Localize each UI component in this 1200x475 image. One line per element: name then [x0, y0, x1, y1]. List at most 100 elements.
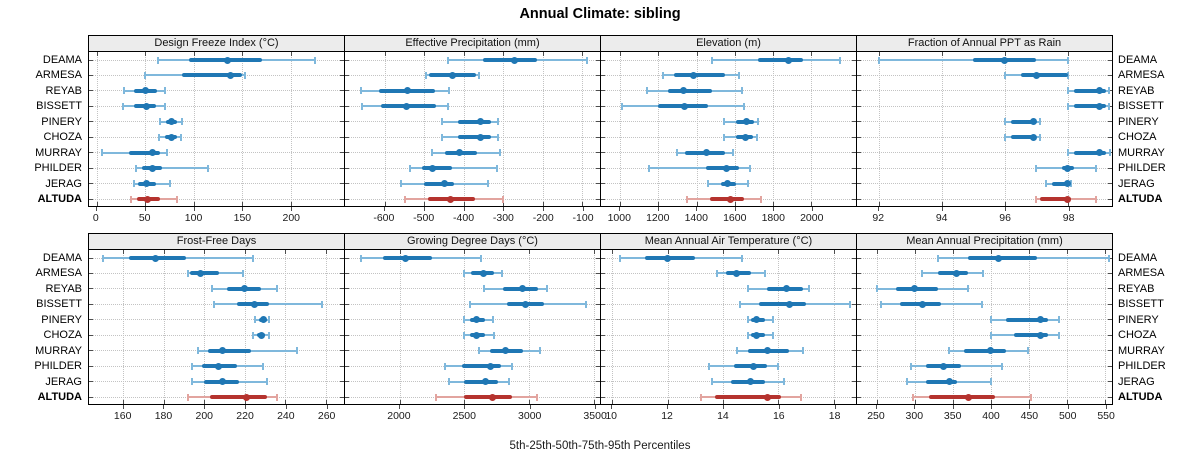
whisker-cap-95th-frost-free-days-pinery	[268, 316, 271, 324]
median-dot-mean-annual-precipitation-mm-philder	[940, 362, 948, 370]
row-tick-left	[345, 136, 349, 138]
site-label-right-pinery: PINERY	[1118, 313, 1159, 326]
gridline-horizontal	[857, 319, 1112, 321]
site-label-left-altuda: ALTUDA	[37, 193, 82, 206]
median-dot-effective-precipitation-mm-altuda	[447, 195, 455, 203]
axis-tick-outer	[722, 405, 724, 409]
whisker-cap-5th-mean-annual-air-temperature-c-altuda	[699, 393, 702, 401]
axis-tick-outer	[423, 207, 425, 211]
whisker-cap-5th-fraction-of-annual-ppt-as-rain-choza	[1003, 133, 1006, 141]
row-tick-left	[857, 59, 861, 61]
interval-25th-75th-fraction-of-annual-ppt-as-rain-choza	[1011, 135, 1037, 140]
panel-strip-growing-degree-days-c: Growing Degree Days (°C)	[344, 233, 601, 250]
whisker-cap-5th-growing-degree-days-c-jerag	[447, 378, 450, 386]
whisker-cap-95th-mean-annual-precipitation-mm-altuda	[1029, 393, 1032, 401]
interval-5th-95th-elevation-m-philder	[648, 167, 750, 170]
row-tick-left	[601, 136, 605, 138]
gridline-vertical	[620, 52, 622, 206]
whisker-cap-95th-mean-annual-precipitation-mm-pinery	[1058, 316, 1061, 324]
gridline-vertical	[952, 250, 954, 404]
whisker-cap-95th-fraction-of-annual-ppt-as-rain-armesa	[1066, 71, 1069, 79]
whisker-cap-95th-mean-annual-air-temperature-c-reyab	[807, 285, 810, 293]
axis-tick-top	[772, 52, 774, 56]
median-dot-mean-annual-precipitation-mm-bissett	[918, 300, 926, 308]
axis-tick-bottom-inner	[876, 400, 878, 404]
median-dot-effective-precipitation-mm-deama	[510, 56, 518, 64]
axis-tick-outer	[595, 405, 597, 409]
interval-25th-75th-fraction-of-annual-ppt-as-rain-murray	[1074, 150, 1106, 155]
interval-25th-75th-effective-precipitation-mm-jerag	[424, 181, 454, 186]
axis-tick-label: 550	[1097, 410, 1115, 422]
gridline-horizontal	[89, 319, 344, 321]
gridline-horizontal	[857, 74, 1112, 76]
row-tick-left	[345, 396, 349, 398]
whisker-cap-5th-growing-degree-days-c-choza	[463, 331, 466, 339]
whisker-cap-5th-mean-annual-air-temperature-c-murray	[735, 347, 738, 355]
row-tick-right	[1108, 350, 1112, 352]
median-dot-elevation-m-deama	[784, 56, 792, 64]
axis-tick-bottom-inner	[145, 202, 147, 206]
row-tick-right	[340, 121, 344, 123]
axis-tick-label: 50	[138, 212, 151, 224]
axis-tick-bottom-inner	[244, 400, 246, 404]
axis-tick-outer	[1067, 405, 1069, 409]
axis-tick-outer	[1068, 207, 1070, 211]
axis-tick-outer	[583, 207, 585, 211]
axis-tick-bottom-inner	[658, 202, 660, 206]
site-label-left-altuda: ALTUDA	[37, 391, 82, 404]
row-tick-left	[345, 257, 349, 259]
whisker-cap-5th-growing-degree-days-c-reyab	[482, 285, 485, 293]
whisker-cap-5th-frost-free-days-jerag	[191, 378, 194, 386]
axis-tick-top	[952, 250, 954, 254]
gridline-vertical	[463, 52, 465, 206]
axis-tick-bottom-inner	[952, 400, 954, 404]
whisker-cap-95th-mean-annual-air-temperature-c-armesa	[763, 269, 766, 277]
axis-design-freeze-index-c: 0 50 100 150 200	[88, 207, 345, 229]
axis-tick-label: 350	[943, 410, 962, 422]
row-tick-right	[1108, 319, 1112, 321]
axis-tick-top	[990, 250, 992, 254]
interval-25th-75th-fraction-of-annual-ppt-as-rain-pinery	[1011, 119, 1037, 124]
row-tick-right	[1108, 288, 1112, 290]
whisker-cap-5th-fraction-of-annual-ppt-as-rain-pinery	[1003, 118, 1006, 126]
gridline-horizontal	[857, 183, 1112, 185]
median-dot-fraction-of-annual-ppt-as-rain-murray	[1095, 149, 1103, 157]
site-label-left-armesa: ARMESA	[35, 267, 82, 280]
axis-tick-bottom-inner	[503, 202, 505, 206]
interval-25th-75th-frost-free-days-armesa	[190, 271, 219, 276]
axis-tick-bottom-inner	[290, 202, 292, 206]
whisker-cap-5th-design-freeze-index-c-bissett	[121, 102, 124, 110]
whisker-cap-95th-design-freeze-index-c-choza	[180, 133, 183, 141]
row-tick-right	[340, 288, 344, 290]
whisker-cap-95th-growing-degree-days-c-pinery	[491, 316, 494, 324]
gridline-vertical	[242, 52, 244, 206]
row-tick-right	[1108, 198, 1112, 200]
row-tick-left	[601, 183, 605, 185]
row-tick-left	[857, 272, 861, 274]
axis-tick-top	[244, 250, 246, 254]
site-label-left-reyab: REYAB	[45, 282, 82, 295]
axis-elevation-m: 1000 1200 1400 1600 1800 2000	[600, 207, 857, 229]
row-tick-right	[1108, 183, 1112, 185]
median-dot-design-freeze-index-c-philder	[148, 164, 156, 172]
axis-tick-outer	[667, 405, 669, 409]
row-tick-left	[857, 198, 861, 200]
site-label-left-jerag: JERAG	[45, 375, 82, 388]
row-tick-left	[601, 303, 605, 305]
median-dot-growing-degree-days-c-bissett	[521, 300, 529, 308]
site-label-left-murray: MURRAY	[35, 146, 82, 159]
row-tick-left	[345, 272, 349, 274]
axis-tick-outer	[914, 405, 916, 409]
axis-tick-top	[290, 52, 292, 56]
axis-tick-bottom-inner	[1067, 202, 1069, 206]
median-dot-mean-annual-air-temperature-c-philder	[749, 362, 757, 370]
row-tick-right	[1108, 136, 1112, 138]
median-dot-elevation-m-choza	[742, 133, 750, 141]
row-tick-left	[857, 74, 861, 76]
row-tick-left	[601, 152, 605, 154]
row-tick-left	[857, 350, 861, 352]
whisker-cap-95th-elevation-m-reyab	[741, 87, 744, 95]
row-tick-left	[89, 319, 93, 321]
interval-25th-75th-frost-free-days-altuda	[210, 395, 268, 400]
row-tick-left	[89, 288, 93, 290]
